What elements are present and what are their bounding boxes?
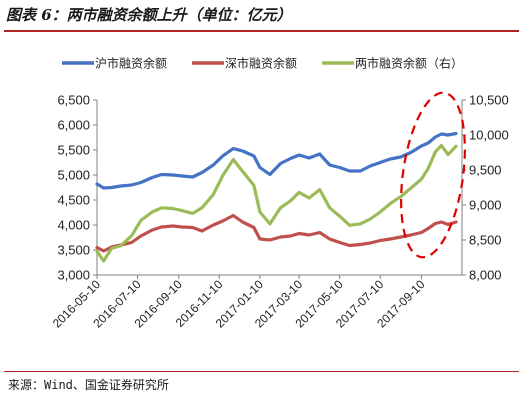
legend-label-3: 两市融资余额（右）: [355, 56, 463, 71]
series-line-2: [95, 213, 458, 253]
y-left-tick-label: 5,500: [57, 143, 90, 158]
y-right-tick-label: 8,000: [469, 268, 502, 283]
y-left-tick-label: 3,500: [57, 243, 90, 258]
y-right-tick-label: 9,000: [469, 198, 502, 213]
series-line-3: [95, 143, 458, 263]
legend: 沪市融资余额 深市融资余额 两市融资余额（右）: [62, 56, 463, 71]
y-right-tick-label: 9,500: [469, 163, 502, 178]
footer-divider: [4, 371, 519, 372]
y-right-tick-label: 8,500: [469, 233, 502, 248]
y-left-tick-label: 5,000: [57, 168, 90, 183]
series-group: [95, 131, 458, 263]
highlight-ellipse: [400, 91, 466, 259]
series-line-1: [95, 131, 458, 190]
y-right-tick-label: 10,000: [469, 128, 509, 143]
y-left-tick-label: 4,000: [57, 218, 90, 233]
legend-label-1: 沪市融资余额: [95, 56, 167, 71]
y-left-tick-label: 6,000: [57, 118, 90, 133]
y-left-tick-label: 3,000: [57, 268, 90, 283]
y-left-tick-label: 6,500: [57, 93, 90, 108]
chart: 沪市融资余额 深市融资余额 两市融资余额（右） 3,000 3,500 4,000 4,5…: [50, 56, 509, 331]
legend-label-2: 深市融资余额: [225, 56, 297, 71]
chart-title: 图表 6：两市融资余额上升（单位：亿元）: [6, 6, 292, 24]
annotation: [400, 91, 466, 259]
y-right-tick-label: 10,500: [469, 93, 509, 108]
title-divider: [4, 30, 519, 32]
y-left-tick-label: 4,500: [57, 193, 90, 208]
source-note: 来源：Wind、国金证券研究所: [8, 378, 169, 392]
